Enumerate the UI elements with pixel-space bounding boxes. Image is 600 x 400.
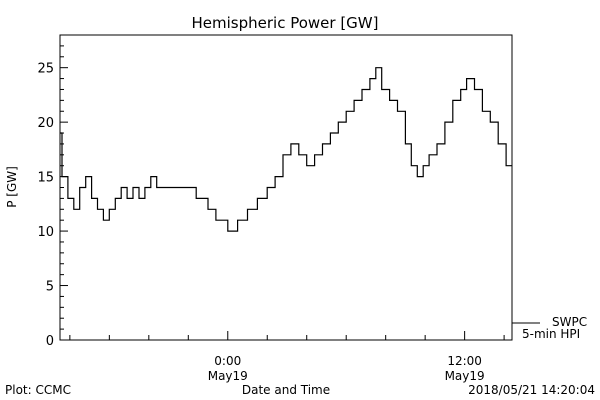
footer-credit: Plot: CCMC xyxy=(5,383,71,397)
y-tick-label: 20 xyxy=(37,116,54,131)
series-layer xyxy=(60,67,512,232)
y-tick-label: 25 xyxy=(37,62,54,77)
x-axis-label: Date and Time xyxy=(242,383,330,397)
y-axis-label: P [GW] xyxy=(5,166,19,208)
y-tick-label: 15 xyxy=(37,171,54,186)
series-line-swpc xyxy=(60,67,512,232)
x-tick-label-date: May19 xyxy=(445,369,485,383)
x-tick-label-date: May19 xyxy=(208,369,248,383)
legend-entry-hpi: 5-min HPI xyxy=(522,327,580,341)
y-tick-label: 10 xyxy=(37,225,54,240)
legend-entry-swpc: SWPC xyxy=(552,315,587,329)
x-tick-label-time: 0:00 xyxy=(214,354,241,368)
footer-timestamp: 2018/05/21 14:20:04 xyxy=(468,383,595,397)
y-tick-label: 5 xyxy=(46,280,54,295)
chart-title: Hemispheric Power [GW] xyxy=(192,14,379,32)
x-tick-label-time: 12:00 xyxy=(447,354,482,368)
x-axis: 0:00May1912:00May190:00May2012:00May200:… xyxy=(69,331,505,383)
y-tick-label: 0 xyxy=(46,334,54,349)
y-axis: 0 5 10 15 20 25 xyxy=(37,34,68,349)
plot-frame xyxy=(59,34,513,341)
